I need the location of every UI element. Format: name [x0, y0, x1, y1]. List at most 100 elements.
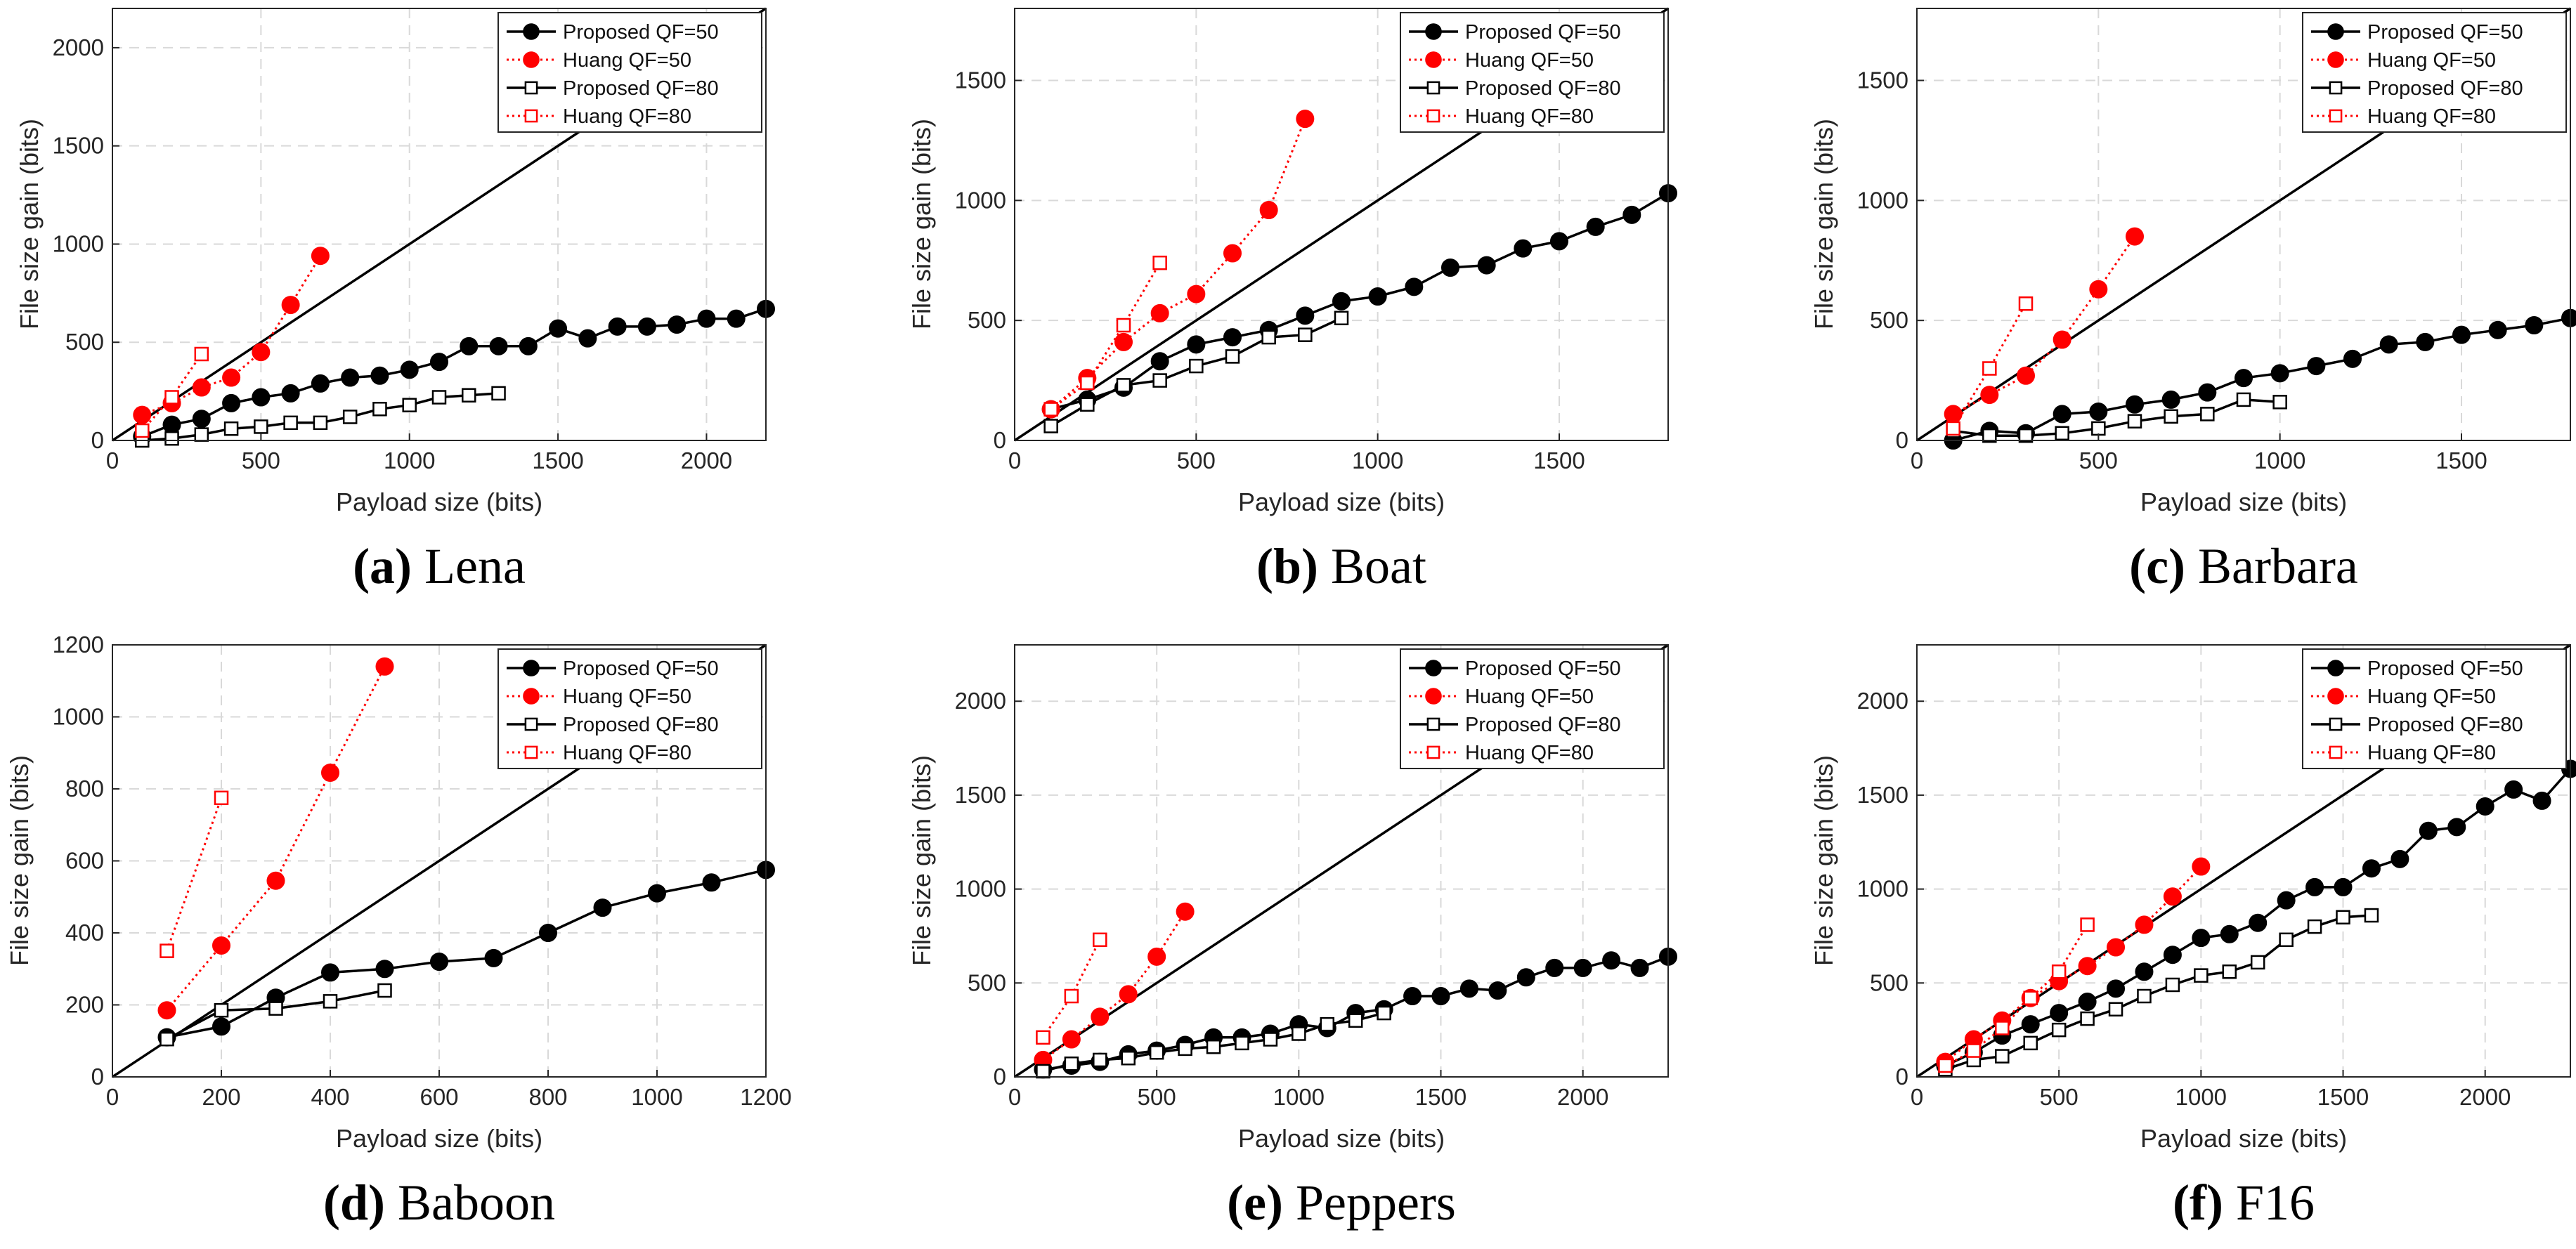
legend-label: Huang QF=50 [1465, 49, 1594, 72]
y-tick-label: 2000 [1857, 688, 1908, 714]
x-tick-label: 1500 [1533, 447, 1585, 473]
caption-label: (a) [353, 538, 412, 594]
y-tick-label: 800 [65, 776, 104, 802]
x-tick-label: 1500 [2317, 1084, 2369, 1110]
y-tick-label: 1000 [955, 187, 1006, 213]
y-tick-label: 2000 [53, 34, 104, 60]
legend: Proposed QF=50 Huang QF=50 Proposed QF=80 H… [2302, 648, 2567, 769]
data-point [1514, 239, 1533, 258]
axes-frame [1916, 644, 2571, 1078]
y-axis-label: File size gain (bits) [907, 755, 936, 966]
data-point [1296, 110, 1315, 129]
data-point [192, 378, 211, 397]
x-tick-label: 1000 [1273, 1084, 1325, 1110]
data-point [2200, 407, 2215, 421]
data-point [283, 415, 298, 431]
x-tick-label: 1500 [1415, 1084, 1466, 1110]
y-tick-label: 0 [1896, 427, 1908, 453]
data-point [2107, 938, 2126, 957]
data-point [194, 427, 209, 442]
data-point [593, 898, 612, 917]
data-point [2249, 913, 2268, 932]
data-point [648, 884, 666, 903]
data-point [2021, 1015, 2040, 1034]
y-axis-label: File size gain (bits) [5, 755, 34, 966]
series-line [141, 353, 203, 431]
data-point [2108, 1002, 2123, 1016]
data-point [1150, 352, 1169, 371]
data-point [1298, 327, 1313, 342]
y-tick-label: 1500 [1857, 782, 1908, 808]
x-tick-label: 2000 [1557, 1084, 1608, 1110]
data-point [727, 309, 746, 328]
series-line [167, 868, 767, 1039]
data-point [1403, 987, 1422, 1006]
data-point [2307, 357, 2326, 376]
data-point [2447, 818, 2466, 837]
panel-boat: 0 500 1000 1500 0 500 1000 1500 Payload size (b… [907, 7, 1677, 594]
legend-label: Proposed QF=50 [2367, 21, 2523, 44]
legend-label: Huang QF=80 [2367, 742, 2496, 764]
data-point [1573, 958, 1592, 977]
data-point [222, 393, 241, 412]
tick-labels: 0 500 1000 1500 0 500 1000 1500 [955, 67, 1585, 474]
series-proposed80 [1036, 1005, 1391, 1079]
legend: Proposed QF=50 Huang QF=50 Proposed QF=80 H… [1400, 12, 1665, 133]
data-point [1036, 1064, 1050, 1079]
data-point [489, 336, 508, 355]
axes-frame [1916, 8, 2571, 441]
x-tick-label: 400 [311, 1084, 349, 1110]
x-tick-label: 1500 [532, 447, 583, 473]
data-point [2163, 946, 2182, 964]
series-huang50 [1034, 902, 1195, 1069]
data-point [252, 343, 271, 362]
series-huang80 [1036, 932, 1107, 1045]
data-point [1348, 1013, 1363, 1028]
data-point [214, 1002, 229, 1018]
caption-name: Boat [1331, 538, 1426, 594]
data-point [1178, 1041, 1192, 1057]
y-axis-label: File size gain (bits) [15, 119, 44, 329]
series-huang50 [1944, 227, 2144, 424]
y-axis-label: File size gain (bits) [1809, 119, 1838, 329]
legend-label: Proposed QF=80 [1465, 714, 1621, 736]
data-point [1223, 328, 1242, 347]
data-point [1630, 958, 1649, 977]
legend-item: Huang QF=80 [1409, 742, 1594, 764]
y-tick-label: 500 [1870, 969, 1908, 995]
data-point [2135, 915, 2154, 934]
legend-label: Huang QF=50 [2367, 49, 2496, 72]
y-tick-label: 0 [91, 1064, 104, 1090]
legend-label: Huang QF=80 [1465, 105, 1594, 128]
data-point [2018, 428, 2034, 443]
x-tick-label: 1200 [740, 1084, 791, 1110]
legend-label: Huang QF=80 [563, 742, 691, 764]
data-point [1091, 1007, 1110, 1026]
legend-marker [1425, 688, 1442, 705]
legend-label: Huang QF=50 [2367, 686, 2496, 708]
x-tick-label: 2000 [681, 447, 732, 473]
data-point [2089, 403, 2108, 421]
data-point [402, 398, 417, 412]
legend-marker [523, 23, 540, 40]
x-tick-label: 500 [1177, 447, 1216, 473]
data-point [323, 994, 338, 1009]
series-huang50 [133, 247, 330, 424]
data-point [1334, 310, 1349, 325]
x-tick-label: 0 [1008, 1084, 1021, 1110]
data-point [1064, 1057, 1079, 1071]
data-point [1093, 1052, 1107, 1068]
legend-marker [1425, 51, 1442, 68]
x-tick-label: 0 [106, 1084, 119, 1110]
data-point [431, 390, 447, 405]
panel-caption: (e) Peppers [1227, 1175, 1456, 1231]
series-proposed80 [1043, 310, 1349, 433]
data-point [2137, 988, 2152, 1004]
data-point [2078, 993, 2097, 1012]
data-point [1225, 349, 1240, 364]
legend-item: Huang QF=50 [1409, 686, 1594, 708]
data-point [1152, 255, 1167, 270]
data-point [1292, 1026, 1306, 1041]
y-tick-label: 1000 [1857, 187, 1908, 213]
y-tick-label: 0 [994, 1064, 1006, 1090]
